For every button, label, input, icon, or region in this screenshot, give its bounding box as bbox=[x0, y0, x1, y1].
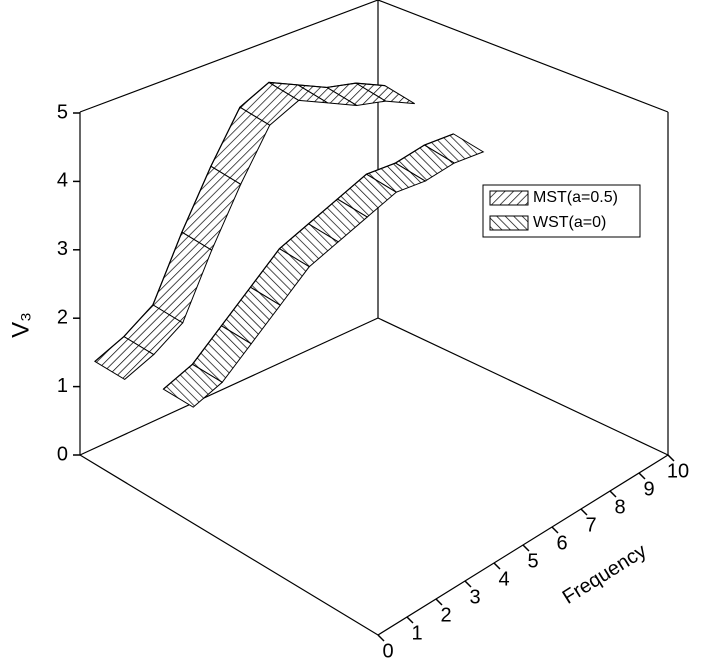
ribbon-segment bbox=[152, 231, 213, 324]
z-tick-label: 3 bbox=[57, 238, 68, 260]
x-tick bbox=[580, 508, 588, 516]
legend-label: WST(a=0) bbox=[533, 214, 606, 231]
ribbon-edge bbox=[94, 81, 385, 362]
x-tick bbox=[667, 454, 675, 462]
ribbon-edge bbox=[163, 133, 454, 390]
z-tick-label: 0 bbox=[57, 443, 68, 465]
x-tick-label: 1 bbox=[411, 622, 422, 644]
x-tick-label: 10 bbox=[667, 460, 689, 482]
x-tick bbox=[406, 616, 414, 624]
legend-swatch bbox=[489, 190, 529, 206]
legend-swatch bbox=[489, 215, 529, 231]
x-tick-label: 4 bbox=[498, 568, 509, 590]
x-tick-label: 2 bbox=[440, 604, 451, 626]
x-tick bbox=[609, 490, 617, 498]
z-tick-label: 4 bbox=[57, 170, 68, 192]
x-tick-label: 7 bbox=[585, 514, 596, 536]
x-tick bbox=[638, 472, 646, 480]
x-tick bbox=[464, 580, 472, 588]
x-axis-label: Frequency bbox=[559, 540, 651, 609]
x-tick-label: 0 bbox=[382, 640, 393, 662]
x-tick-label: 8 bbox=[614, 496, 625, 518]
x-tick-label: 6 bbox=[556, 532, 567, 554]
legend-label: MST(a=0.5) bbox=[533, 189, 618, 206]
legend: MST(a=0.5) WST(a=0) bbox=[482, 184, 641, 238]
x-tick-label: 9 bbox=[643, 478, 654, 500]
z-tick-label: 2 bbox=[57, 306, 68, 328]
z-axis-label: V₃ bbox=[7, 312, 34, 338]
x-tick bbox=[551, 526, 559, 534]
x-tick bbox=[493, 562, 501, 570]
x-tick bbox=[435, 598, 443, 606]
x-tick bbox=[522, 544, 530, 552]
z-tick-label: 1 bbox=[57, 375, 68, 397]
x-tick-label: 3 bbox=[469, 586, 480, 608]
z-tick-label: 5 bbox=[57, 101, 68, 123]
x-tick bbox=[377, 634, 385, 642]
x-tick-label: 5 bbox=[527, 550, 538, 572]
